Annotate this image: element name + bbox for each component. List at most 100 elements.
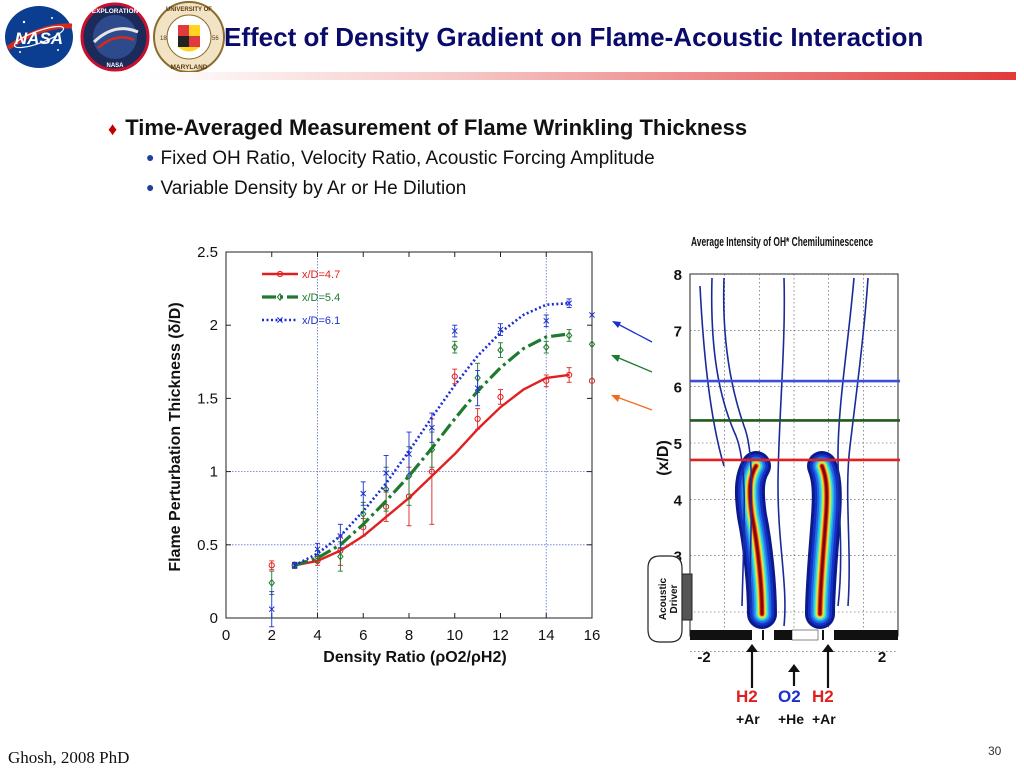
right-flame-contour <box>805 451 842 629</box>
data-point <box>451 328 458 335</box>
red-arrow <box>611 395 653 411</box>
data-point <box>268 562 275 569</box>
slide-title: Effect of Density Gradient on Flame-Acou… <box>224 22 924 52</box>
y-tick-label: 7 <box>674 323 682 340</box>
data-point <box>428 445 436 454</box>
outer-contour <box>722 277 753 607</box>
umd-seal-year-a: 18 <box>160 36 167 42</box>
injector-slot <box>752 630 762 640</box>
inlet-species-label: H2 <box>812 687 834 706</box>
series-arrows <box>611 321 653 411</box>
y-tick-label: 8 <box>674 267 682 284</box>
outer-contour <box>846 277 869 607</box>
data-point <box>406 451 412 457</box>
dot-bullet-icon: ● <box>146 179 155 195</box>
data-point <box>497 393 504 401</box>
data-point <box>428 424 435 431</box>
x-tick-label: 6 <box>359 627 367 644</box>
data-point <box>268 578 275 587</box>
title-rule <box>148 72 1016 80</box>
y-tick-label: 2.5 <box>197 244 218 261</box>
y-tick-label: 3 <box>674 549 682 566</box>
driver-label: AcousticDriver <box>658 577 680 620</box>
data-point <box>291 562 298 569</box>
y-tick-label: 0 <box>210 610 218 627</box>
x-tick-label: 4 <box>313 627 321 644</box>
data-point <box>543 343 550 352</box>
series-2: x/D=5.4 <box>262 292 596 596</box>
legend-label: x/D=4.7 <box>302 269 340 281</box>
data-point <box>277 317 283 323</box>
data-point <box>451 343 458 352</box>
data-point <box>360 490 367 497</box>
y-tick-label: 1.5 <box>197 390 218 407</box>
data-point <box>337 533 344 539</box>
y-tick-label: 4 <box>674 492 683 509</box>
x-tick-label: 10 <box>446 627 463 644</box>
umd-seal-year-b: 56 <box>212 36 219 42</box>
driver-body <box>647 555 683 643</box>
data-point <box>314 546 321 553</box>
y-axis-label: (x/D) <box>655 440 672 476</box>
dot-bullet-icon: ● <box>146 149 155 165</box>
outer-contour <box>710 277 746 607</box>
page-number: 30 <box>988 744 1002 758</box>
data-point <box>268 606 275 613</box>
data-point <box>497 326 504 333</box>
injector-slot <box>791 629 819 641</box>
data-point <box>383 470 390 477</box>
driver-label-word: Acoustic <box>658 577 669 620</box>
sub-bullet-2-text: Variable Density by Ar or He Dilution <box>160 178 467 199</box>
data-point <box>276 293 284 301</box>
main-bullet: ♦ Time-Averaged Measurement of Flame Wrin… <box>108 115 747 141</box>
outer-contour <box>837 277 855 607</box>
inlet-species-label: O2 <box>778 687 801 706</box>
blue-arrow <box>612 321 653 343</box>
sub-bullet-2: ● Variable Density by Ar or He Dilution <box>146 178 466 200</box>
x-axis-label: Density Ratio (ρO2/ρH2) <box>323 649 506 666</box>
main-bullet-text: Time-Averaged Measurement of Flame Wrink… <box>125 115 748 140</box>
data-point <box>543 377 550 384</box>
green-arrow <box>611 355 653 373</box>
data-point <box>405 471 413 480</box>
arrow-head <box>822 644 834 652</box>
x-tick-label: 0 <box>222 627 230 644</box>
exploration-logo-bottom: NASA <box>106 63 124 69</box>
driver-label-word: Driver <box>669 584 680 613</box>
x-tick-label: 2 <box>268 627 276 644</box>
panel-title: Average Intensity of OH* Chemiluminescen… <box>691 234 873 249</box>
series-3: x/D=6.1 <box>262 298 595 628</box>
data-point <box>497 346 504 355</box>
inlet-arrow <box>746 644 758 688</box>
footer-citation: Ghosh, 2008 PhD <box>8 748 130 767</box>
nasa-logo-text: NASA <box>15 29 63 48</box>
inlet-species-label: H2 <box>736 687 758 706</box>
umd-seal-top: UNIVERSITY OF <box>166 7 212 13</box>
outer-contour <box>699 285 725 467</box>
inlet-arrow <box>788 664 800 686</box>
data-point <box>566 371 573 379</box>
legend-label: x/D=6.1 <box>302 315 340 327</box>
y-axis-label: Flame Perturbation Thickness (δ/D) <box>167 302 184 571</box>
acoustic-driver: AcousticDriver <box>647 555 693 643</box>
umd-seal-bottom: MARYLAND <box>171 64 208 71</box>
sub-bullet-1: ● Fixed OH Ratio, Velocity Ratio, Acousti… <box>146 148 655 170</box>
oh-chemiluminescence-panel: Average Intensity of OH* Chemiluminescen… <box>647 234 900 727</box>
umd-seal-logo: UNIVERSITY OF MARYLAND 18 56 <box>152 0 226 74</box>
injector-slot <box>764 630 774 640</box>
sub-bullet-1-text: Fixed OH Ratio, Velocity Ratio, Acoustic… <box>160 148 655 169</box>
data-point <box>474 385 481 392</box>
y-tick-label: 6 <box>674 380 682 397</box>
y-tick-label: 5 <box>674 436 682 453</box>
legend-label: x/D=5.4 <box>302 292 340 304</box>
arrow-head <box>788 664 800 672</box>
driver-cone <box>681 573 693 621</box>
x-tick-label: 16 <box>584 627 601 644</box>
inlet-diluent-label: +Ar <box>812 711 836 727</box>
x-tick-label: 2 <box>878 649 886 666</box>
nasa-logo: NASA <box>2 4 76 70</box>
data-point <box>337 552 344 561</box>
y-tick-label: 1 <box>210 464 218 481</box>
data-point <box>428 468 435 475</box>
inlet-arrow <box>822 644 834 688</box>
